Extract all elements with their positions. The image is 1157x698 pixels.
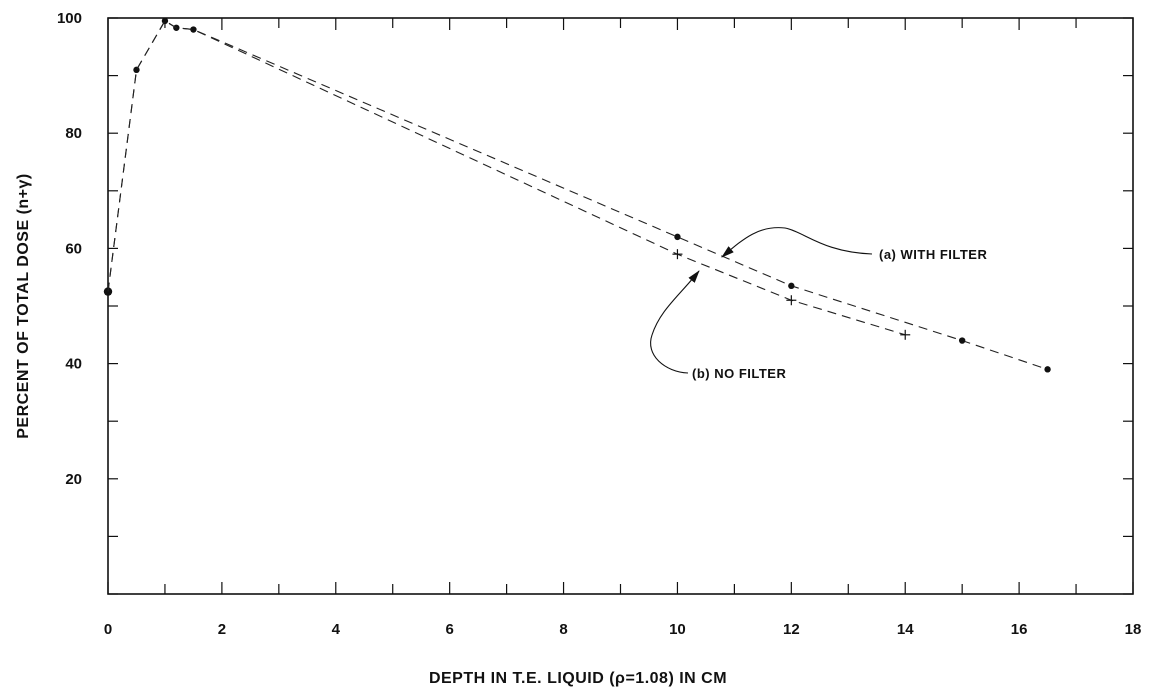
annotation-with-filter: (a) WITH FILTER	[879, 247, 987, 262]
data-point-with-filter	[674, 233, 681, 241]
data-point-with-filter	[788, 282, 795, 290]
annotation-no-filter: (b) NO FILTER	[692, 366, 786, 381]
x-tick-label: 0	[104, 621, 112, 638]
annotation-leader-no-filter	[650, 270, 700, 374]
y-axis-title: PERCENT OF TOTAL DOSE (n+γ)	[15, 173, 32, 439]
y-tick-labels: 20 40 60 80 100	[57, 10, 82, 488]
data-point-with-filter	[958, 337, 966, 344]
x-tick-label: 18	[1125, 621, 1142, 638]
x-tick-label: 6	[445, 621, 453, 638]
series-line-with-filter	[107, 20, 1048, 370]
y-tick-label: 80	[65, 125, 82, 142]
data-point-with-filter	[1044, 366, 1051, 373]
x-axis-title: DEPTH IN T.E. LIQUID (ρ=1.08) IN CM	[429, 670, 727, 687]
y-tick-label: 100	[57, 10, 82, 27]
x-tick-label: 2	[218, 621, 226, 638]
data-point-no-filter	[786, 295, 797, 306]
y-tick-label: 20	[65, 471, 82, 488]
x-tick-label: 12	[783, 621, 800, 638]
series-line-no-filter	[107, 20, 906, 336]
data-point-no-filter	[900, 329, 911, 340]
plot-frame	[107, 17, 1134, 595]
data-point-with-filter	[133, 66, 140, 74]
y-tick-label: 60	[65, 240, 82, 257]
series-group	[103, 17, 1051, 373]
x-tick-label: 16	[1011, 621, 1028, 638]
x-tick-label: 10	[669, 621, 686, 638]
annotation-leader-with-filter	[721, 227, 873, 258]
x-tick-labels: 0 2 4 6 8 10 12 14 16 18	[104, 621, 1142, 638]
axis-ticks	[107, 17, 1134, 595]
x-tick-label: 8	[559, 621, 567, 638]
data-point-with-filter	[161, 17, 169, 25]
y-tick-label: 40	[65, 356, 82, 373]
x-tick-label: 14	[897, 621, 914, 638]
data-point-no-filter	[672, 249, 683, 260]
data-point-with-filter	[190, 26, 197, 33]
x-tick-label: 4	[332, 621, 341, 638]
